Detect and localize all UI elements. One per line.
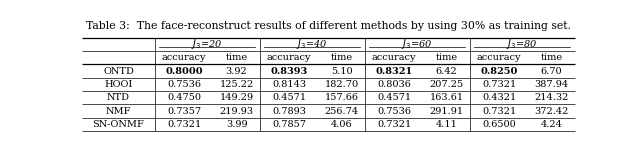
Text: 0.7536: 0.7536 — [377, 107, 411, 116]
Text: 387.94: 387.94 — [534, 80, 569, 89]
Text: $J_3$=40: $J_3$=40 — [296, 37, 328, 51]
Text: 0.7857: 0.7857 — [272, 120, 306, 129]
Text: 219.93: 219.93 — [220, 107, 253, 116]
Text: HOOI: HOOI — [104, 80, 132, 89]
Text: 256.74: 256.74 — [324, 107, 358, 116]
Text: 3.92: 3.92 — [226, 67, 248, 76]
Text: 291.91: 291.91 — [429, 107, 464, 116]
Text: 4.06: 4.06 — [331, 120, 353, 129]
Text: $J_3$=60: $J_3$=60 — [401, 37, 433, 51]
Text: NMF: NMF — [106, 107, 131, 116]
Text: $J_3$=80: $J_3$=80 — [506, 37, 538, 51]
Text: time: time — [330, 53, 353, 62]
Text: time: time — [225, 53, 248, 62]
Text: 0.8250: 0.8250 — [481, 67, 518, 76]
Text: 0.4571: 0.4571 — [377, 93, 411, 102]
Text: 0.8393: 0.8393 — [271, 67, 308, 76]
Text: 125.22: 125.22 — [220, 80, 253, 89]
Text: 163.61: 163.61 — [429, 93, 464, 102]
Text: accuracy: accuracy — [162, 53, 206, 62]
Text: 0.7357: 0.7357 — [167, 107, 201, 116]
Text: 0.4571: 0.4571 — [272, 93, 306, 102]
Text: ONTD: ONTD — [103, 67, 134, 76]
Text: 0.7321: 0.7321 — [482, 80, 516, 89]
Text: 372.42: 372.42 — [534, 107, 569, 116]
Text: NTD: NTD — [107, 93, 130, 102]
Text: 6.70: 6.70 — [541, 67, 563, 76]
Text: 157.66: 157.66 — [324, 93, 358, 102]
Text: 0.8036: 0.8036 — [377, 80, 411, 89]
Text: 0.7321: 0.7321 — [482, 107, 516, 116]
Text: accuracy: accuracy — [477, 53, 522, 62]
Text: 5.10: 5.10 — [331, 67, 353, 76]
Text: 0.4321: 0.4321 — [482, 93, 516, 102]
Text: time: time — [436, 53, 458, 62]
Text: 149.29: 149.29 — [220, 93, 253, 102]
Text: 182.70: 182.70 — [324, 80, 358, 89]
Text: Table 3:  The face-reconstruct results of different methods by using 30% as trai: Table 3: The face-reconstruct results of… — [86, 21, 570, 32]
Text: $J_3$=20: $J_3$=20 — [191, 37, 223, 51]
Text: 207.25: 207.25 — [429, 80, 464, 89]
Text: 0.6500: 0.6500 — [483, 120, 516, 129]
Text: 214.32: 214.32 — [534, 93, 569, 102]
Text: 0.7321: 0.7321 — [167, 120, 201, 129]
Text: 0.4750: 0.4750 — [167, 93, 201, 102]
Text: 4.24: 4.24 — [541, 120, 563, 129]
Text: accuracy: accuracy — [267, 53, 312, 62]
Text: 0.7536: 0.7536 — [167, 80, 201, 89]
Text: 3.99: 3.99 — [226, 120, 248, 129]
Text: 0.8000: 0.8000 — [165, 67, 203, 76]
Text: SN-ONMF: SN-ONMF — [93, 120, 145, 129]
Text: time: time — [541, 53, 563, 62]
Text: 0.8321: 0.8321 — [376, 67, 413, 76]
Text: accuracy: accuracy — [372, 53, 417, 62]
Text: 6.42: 6.42 — [436, 67, 458, 76]
Text: 4.11: 4.11 — [436, 120, 458, 129]
Text: 0.7321: 0.7321 — [377, 120, 412, 129]
Text: 0.8143: 0.8143 — [272, 80, 306, 89]
Text: 0.7893: 0.7893 — [272, 107, 306, 116]
